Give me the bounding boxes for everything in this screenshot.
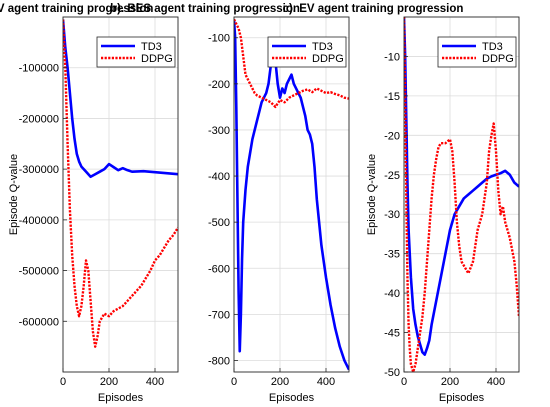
y-tick-label: -800 [208, 355, 230, 367]
x-tick-label: 0 [401, 376, 407, 388]
legend-label-td3: TD3 [141, 41, 162, 53]
x-tick-label: 200 [271, 376, 289, 388]
legend-label-ddpg: DDPG [482, 53, 514, 65]
y-tick-label: -300 [208, 125, 230, 137]
series-line-ddpg [404, 17, 519, 372]
x-tick-label: 400 [146, 376, 164, 388]
legend-label-ddpg: DDPG [141, 53, 173, 65]
y-axis-label: Episode Q-value [8, 154, 20, 235]
y-tick-label: -700 [208, 309, 230, 321]
y-tick-label: -600 [208, 263, 230, 275]
y-axis-label: Episode Q-value [366, 154, 378, 235]
y-tick-label: -15 [384, 91, 400, 103]
x-axis-label: Episodes [269, 392, 315, 404]
x-axis-label: Episodes [98, 392, 144, 404]
y-tick-label: -200 [208, 79, 230, 91]
series-line-td3 [234, 19, 349, 371]
plot-area [404, 17, 519, 372]
y-tick-label: -200000 [19, 113, 59, 125]
y-tick-label: -20 [384, 130, 400, 142]
y-tick-label: -40 [384, 288, 400, 300]
y-tick-label: -45 [384, 328, 400, 340]
x-tick-label: 0 [231, 376, 237, 388]
axes-frame [233, 16, 350, 373]
axes-frame [62, 16, 179, 373]
plot-area [63, 17, 178, 372]
x-tick-label: 200 [100, 376, 118, 388]
y-tick-label: -50 [384, 367, 400, 379]
y-tick-label: -400 [208, 171, 230, 183]
chart-title: c). EV agent training progression [283, 3, 464, 15]
y-tick-label: -600000 [19, 316, 59, 328]
legend-label-ddpg: DDPG [312, 53, 344, 65]
axes-frame [403, 16, 520, 373]
y-tick-label: -35 [384, 249, 400, 261]
series-line-ddpg [63, 19, 178, 348]
series-line-td3 [404, 17, 519, 356]
legend-box [96, 36, 176, 68]
chart-title: b). BES agent training progression [110, 3, 300, 15]
y-tick-label: -500 [208, 217, 230, 229]
legend-box [437, 36, 517, 68]
panel-pv: 0 200 400 -100000 -200000 -300000 -400000 -5000… [0, 3, 179, 404]
x-tick-label: 0 [60, 376, 66, 388]
x-axis-label: Episodes [439, 392, 485, 404]
y-tick-label: -10 [384, 51, 400, 63]
legend-label-td3: TD3 [482, 41, 503, 53]
y-tick-label: -30 [384, 209, 400, 221]
chart-title: a). PV agent training progression [0, 3, 153, 15]
panel-ev: 0 200 400 -10 -15 -20 -25 -30 -35 -40 -45 -50 c). EV… [283, 3, 520, 404]
y-tick-label: -500000 [19, 266, 59, 278]
y-tick-label: -100000 [19, 63, 59, 75]
y-tick-label: -300000 [19, 164, 59, 176]
x-tick-label: 400 [317, 376, 335, 388]
y-tick-label: -25 [384, 170, 400, 182]
legend-label-td3: TD3 [312, 41, 333, 53]
y-tick-label: -400000 [19, 215, 59, 227]
series-line-td3 [63, 19, 178, 179]
x-tick-label: 400 [487, 376, 505, 388]
x-tick-label: 200 [441, 376, 459, 388]
legend-box [267, 36, 347, 68]
plot-area [234, 17, 349, 372]
y-tick-label: -100 [208, 33, 230, 45]
panel-bes: 0 200 400 -100 -200 -300 -400 -500 -600 -700 -800 b… [110, 3, 350, 404]
